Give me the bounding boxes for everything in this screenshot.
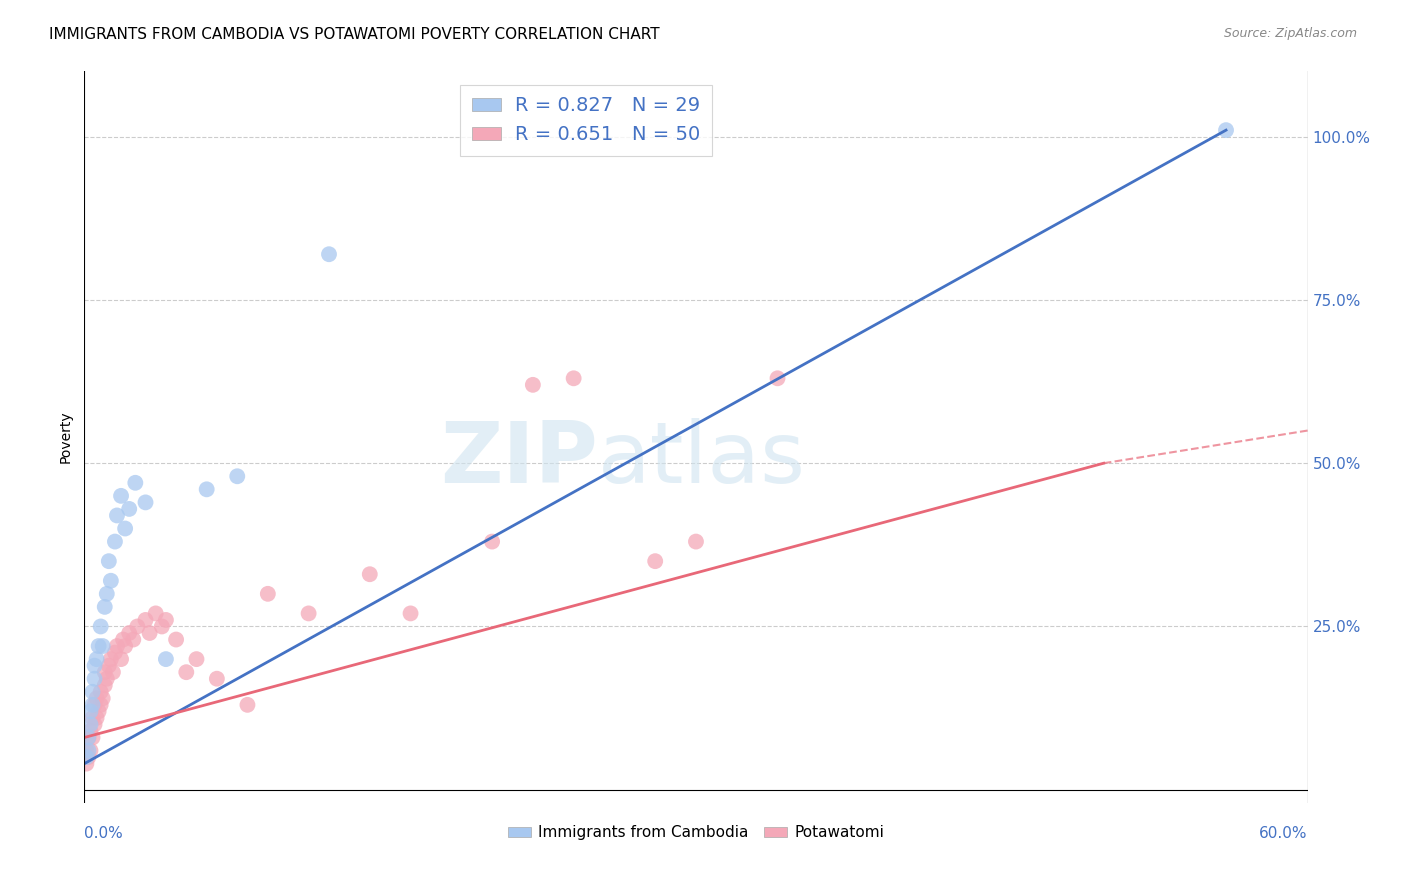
Point (75, 743, 97, 757)
Point (135, 613, 157, 627)
Y-axis label: Poverty: Poverty (59, 411, 73, 463)
Point (93, 665, 115, 680)
Point (96, 672, 118, 686)
Point (186, 652, 208, 666)
Point (138, 626, 160, 640)
Point (77, 731, 100, 745)
Point (124, 475, 146, 490)
Text: IMMIGRANTS FROM CAMBODIA VS POTAWATOMI POVERTY CORRELATION CHART: IMMIGRANTS FROM CAMBODIA VS POTAWATOMI P… (49, 27, 659, 42)
Point (97, 554, 120, 568)
Point (127, 619, 149, 633)
Point (205, 672, 228, 686)
Point (359, 567, 381, 582)
Point (174, 665, 197, 680)
Point (77, 750, 100, 764)
Point (150, 619, 173, 633)
Point (87, 705, 110, 719)
Point (75, 756, 97, 771)
Point (82, 731, 104, 745)
Point (257, 587, 280, 601)
Point (226, 469, 249, 483)
Point (79, 743, 101, 757)
Point (93, 678, 115, 692)
Point (77, 743, 100, 757)
Point (104, 646, 127, 660)
Point (562, 371, 585, 385)
Point (114, 639, 136, 653)
Point (90, 698, 112, 712)
Point (97, 658, 120, 673)
Point (82, 698, 104, 712)
Point (82, 711, 104, 725)
Point (83, 717, 105, 731)
Point (236, 698, 259, 712)
Point (155, 613, 177, 627)
Point (105, 639, 128, 653)
Point (155, 652, 177, 666)
Legend: Immigrants from Cambodia, Potawatomi: Immigrants from Cambodia, Potawatomi (502, 819, 890, 847)
Point (101, 665, 124, 680)
Point (118, 502, 141, 516)
Point (122, 632, 145, 647)
Point (83, 658, 105, 673)
Point (87, 639, 110, 653)
Point (135, 495, 157, 509)
Point (298, 607, 321, 621)
Point (145, 607, 167, 621)
Text: ZIP: ZIP (440, 417, 598, 500)
Point (105, 508, 128, 523)
Point (90, 685, 112, 699)
Point (86, 652, 108, 666)
Text: 60.0%: 60.0% (1260, 826, 1308, 841)
Point (77, 731, 100, 745)
Point (644, 554, 666, 568)
Point (766, 371, 789, 385)
Point (79, 705, 101, 719)
Text: Source: ZipAtlas.com: Source: ZipAtlas.com (1223, 27, 1357, 40)
Point (112, 632, 135, 647)
Point (481, 534, 503, 549)
Point (96, 587, 118, 601)
Point (399, 607, 422, 621)
Point (100, 574, 122, 588)
Point (83, 672, 105, 686)
Point (79, 717, 101, 731)
Point (685, 534, 707, 549)
Text: atlas: atlas (598, 417, 806, 500)
Text: 0.0%: 0.0% (84, 826, 124, 841)
Point (91, 691, 114, 706)
Point (86, 711, 108, 725)
Point (93, 599, 115, 614)
Point (110, 652, 132, 666)
Point (318, 247, 340, 261)
Point (1215, 123, 1237, 137)
Point (104, 534, 127, 549)
Point (75, 750, 97, 764)
Point (110, 489, 132, 503)
Point (522, 377, 544, 392)
Point (82, 685, 104, 699)
Point (100, 652, 122, 666)
Point (118, 626, 141, 640)
Point (165, 632, 187, 647)
Point (86, 691, 108, 706)
Point (91, 639, 114, 653)
Point (79, 723, 101, 738)
Point (90, 619, 112, 633)
Point (114, 521, 136, 535)
Point (83, 698, 105, 712)
Point (195, 483, 218, 497)
